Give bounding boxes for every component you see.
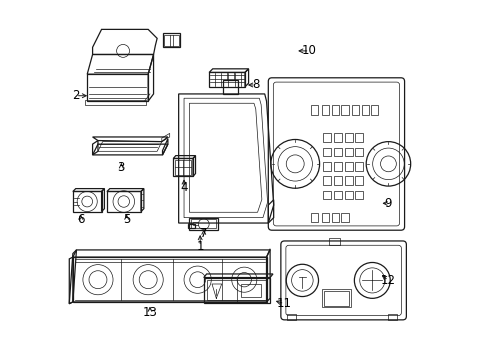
Bar — [344, 191, 353, 199]
Bar — [332, 105, 339, 116]
Text: 3: 3 — [118, 161, 125, 174]
Bar — [334, 176, 342, 185]
Bar — [311, 213, 318, 222]
Bar — [323, 191, 331, 199]
Bar — [322, 213, 329, 222]
Text: 5: 5 — [123, 213, 130, 226]
Bar — [323, 148, 331, 156]
Bar — [344, 134, 353, 142]
Bar — [324, 291, 349, 306]
Text: 13: 13 — [143, 306, 157, 319]
Text: 2: 2 — [72, 89, 79, 102]
Bar — [355, 162, 363, 171]
Bar — [322, 289, 351, 307]
Bar — [329, 238, 340, 245]
Text: 10: 10 — [302, 44, 317, 57]
Bar — [355, 176, 363, 185]
Bar — [334, 162, 342, 171]
Bar — [342, 213, 349, 222]
Text: 12: 12 — [381, 274, 396, 287]
Bar — [355, 134, 363, 142]
Bar — [344, 176, 353, 185]
Bar — [344, 162, 353, 171]
Bar — [334, 191, 342, 199]
Bar — [371, 105, 378, 116]
Bar — [342, 105, 349, 116]
Bar — [355, 148, 363, 156]
Bar — [362, 105, 368, 116]
Text: 9: 9 — [385, 197, 392, 210]
Bar — [323, 176, 331, 185]
Bar — [389, 315, 397, 320]
Bar — [334, 148, 342, 156]
Bar — [355, 191, 363, 199]
Text: 4: 4 — [180, 181, 188, 194]
Bar — [323, 162, 331, 171]
Bar — [323, 134, 331, 142]
Text: 7: 7 — [200, 227, 207, 240]
Bar — [242, 284, 261, 297]
Bar — [332, 213, 339, 222]
Text: 11: 11 — [277, 297, 292, 310]
Bar — [311, 105, 318, 116]
Bar — [287, 315, 296, 320]
Bar — [322, 105, 329, 116]
Text: 6: 6 — [77, 213, 84, 226]
Bar — [334, 134, 342, 142]
Bar — [344, 148, 353, 156]
Text: 8: 8 — [252, 78, 259, 91]
Text: 1: 1 — [196, 240, 204, 253]
Bar — [351, 105, 359, 116]
